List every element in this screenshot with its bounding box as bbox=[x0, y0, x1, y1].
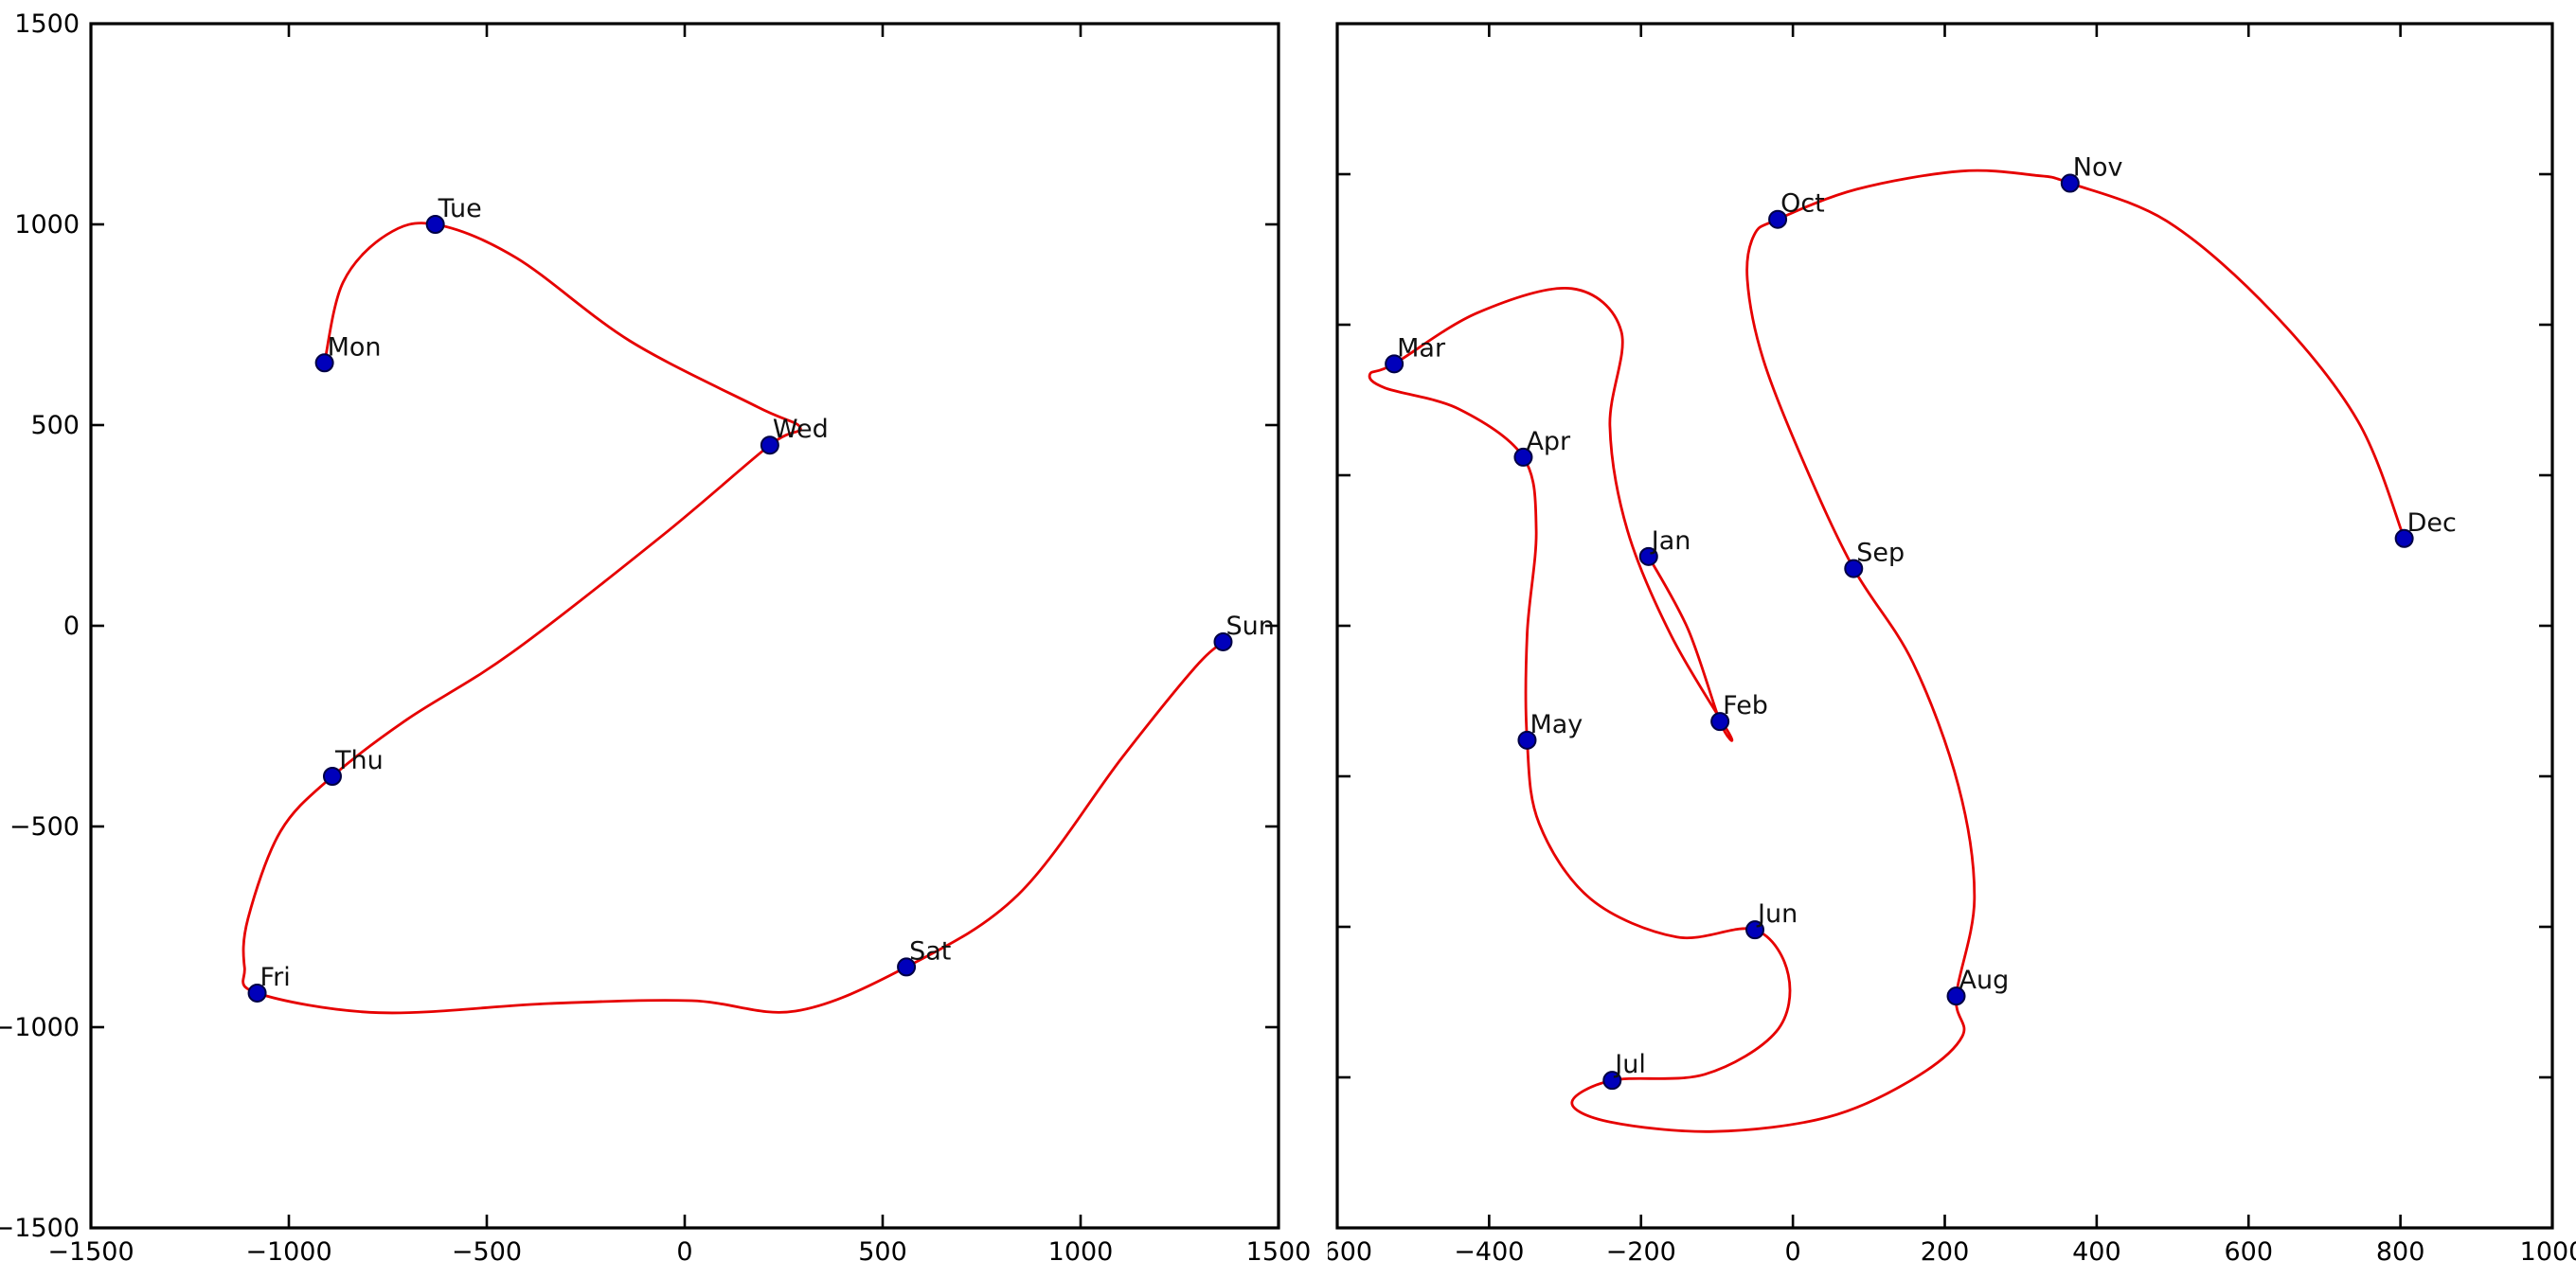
point-label-dec: Dec bbox=[2407, 508, 2457, 538]
data-point-may bbox=[1517, 730, 1537, 750]
y-tick-label: 500 bbox=[30, 411, 80, 440]
x-tick-label: 0 bbox=[1785, 1237, 1801, 1267]
x-tick-label: 800 bbox=[2376, 1237, 2425, 1267]
point-label-wed: Wed bbox=[773, 415, 829, 444]
data-point-mon bbox=[314, 353, 334, 373]
point-label-apr: Apr bbox=[1526, 427, 1571, 456]
y-tick-label: −1000 bbox=[0, 1013, 80, 1042]
x-tick-label: −400 bbox=[1454, 1237, 1524, 1267]
embedding-curve bbox=[242, 222, 1225, 1015]
point-label-oct: Oct bbox=[1780, 189, 1825, 219]
data-point-sep bbox=[1844, 559, 1864, 578]
data-point-fri bbox=[247, 983, 267, 1003]
data-point-wed bbox=[760, 435, 779, 455]
data-point-feb bbox=[1710, 712, 1730, 732]
data-point-nov bbox=[2060, 173, 2080, 193]
point-label-sep: Sep bbox=[1856, 539, 1905, 568]
x-tick-label: 0 bbox=[676, 1237, 692, 1267]
point-label-mon: Mon bbox=[328, 332, 382, 362]
y-tick-label: −500 bbox=[9, 812, 80, 842]
data-point-oct bbox=[1768, 209, 1788, 229]
x-tick-label: 1000 bbox=[1048, 1237, 1114, 1267]
x-tick-label: 500 bbox=[858, 1237, 907, 1267]
embedding-curve bbox=[1368, 169, 2406, 1133]
point-label-tue: Tue bbox=[438, 194, 482, 223]
x-tick-label: 600 bbox=[2224, 1237, 2273, 1267]
y-tick-label: 0 bbox=[63, 612, 80, 641]
data-point-sat bbox=[897, 957, 917, 977]
x-tick-label: 1500 bbox=[1246, 1237, 1312, 1267]
data-point-tue bbox=[425, 215, 445, 234]
right-plot-months: −600 −400 −200 0 200 400 600 800 1000 Jan Feb Mar Ap… bbox=[1302, 22, 2576, 1267]
data-point-thu bbox=[322, 767, 342, 786]
data-point-aug bbox=[1946, 986, 1966, 1006]
data-point-jan bbox=[1638, 546, 1658, 566]
data-point-mar bbox=[1385, 354, 1404, 374]
point-label-aug: Aug bbox=[1959, 966, 2010, 995]
point-label-feb: Feb bbox=[1723, 691, 1768, 720]
y-tick-label: −1500 bbox=[0, 1214, 80, 1243]
point-label-sat: Sat bbox=[909, 936, 951, 966]
y-tick-label: 1500 bbox=[14, 9, 80, 39]
point-label-fri: Fri bbox=[260, 963, 291, 992]
point-label-jan: Jan bbox=[1650, 526, 1691, 556]
data-point-jul bbox=[1602, 1071, 1622, 1091]
x-tick-label: −600 bbox=[1302, 1237, 1372, 1267]
plot-frame bbox=[89, 22, 1280, 1230]
plot-frame bbox=[1335, 22, 2554, 1230]
x-tick-label: −500 bbox=[452, 1237, 522, 1267]
y-tick-label: 1000 bbox=[14, 210, 80, 240]
left-plot-weekdays: −1500 −1000 −500 0 500 1000 1500 −1500 −1000 −500… bbox=[0, 9, 1311, 1267]
x-tick-label: 400 bbox=[2072, 1237, 2121, 1267]
data-point-dec bbox=[2394, 528, 2414, 548]
point-label-may: May bbox=[1530, 710, 1583, 739]
point-label-sun: Sun bbox=[1225, 612, 1274, 641]
x-tick-label: −1000 bbox=[245, 1237, 331, 1267]
x-tick-label: −200 bbox=[1606, 1237, 1676, 1267]
point-label-mar: Mar bbox=[1397, 333, 1446, 363]
x-tick-label: −1500 bbox=[47, 1237, 134, 1267]
point-label-jul: Jul bbox=[1613, 1050, 1646, 1079]
data-point-sun bbox=[1213, 631, 1233, 651]
x-tick-label: 200 bbox=[1921, 1237, 1970, 1267]
data-point-jun bbox=[1745, 920, 1765, 940]
data-point-apr bbox=[1513, 447, 1533, 467]
point-label-nov: Nov bbox=[2073, 153, 2123, 183]
point-label-thu: Thu bbox=[334, 746, 384, 775]
x-tick-label: 1000 bbox=[2520, 1237, 2576, 1267]
point-label-jun: Jun bbox=[1756, 899, 1798, 929]
